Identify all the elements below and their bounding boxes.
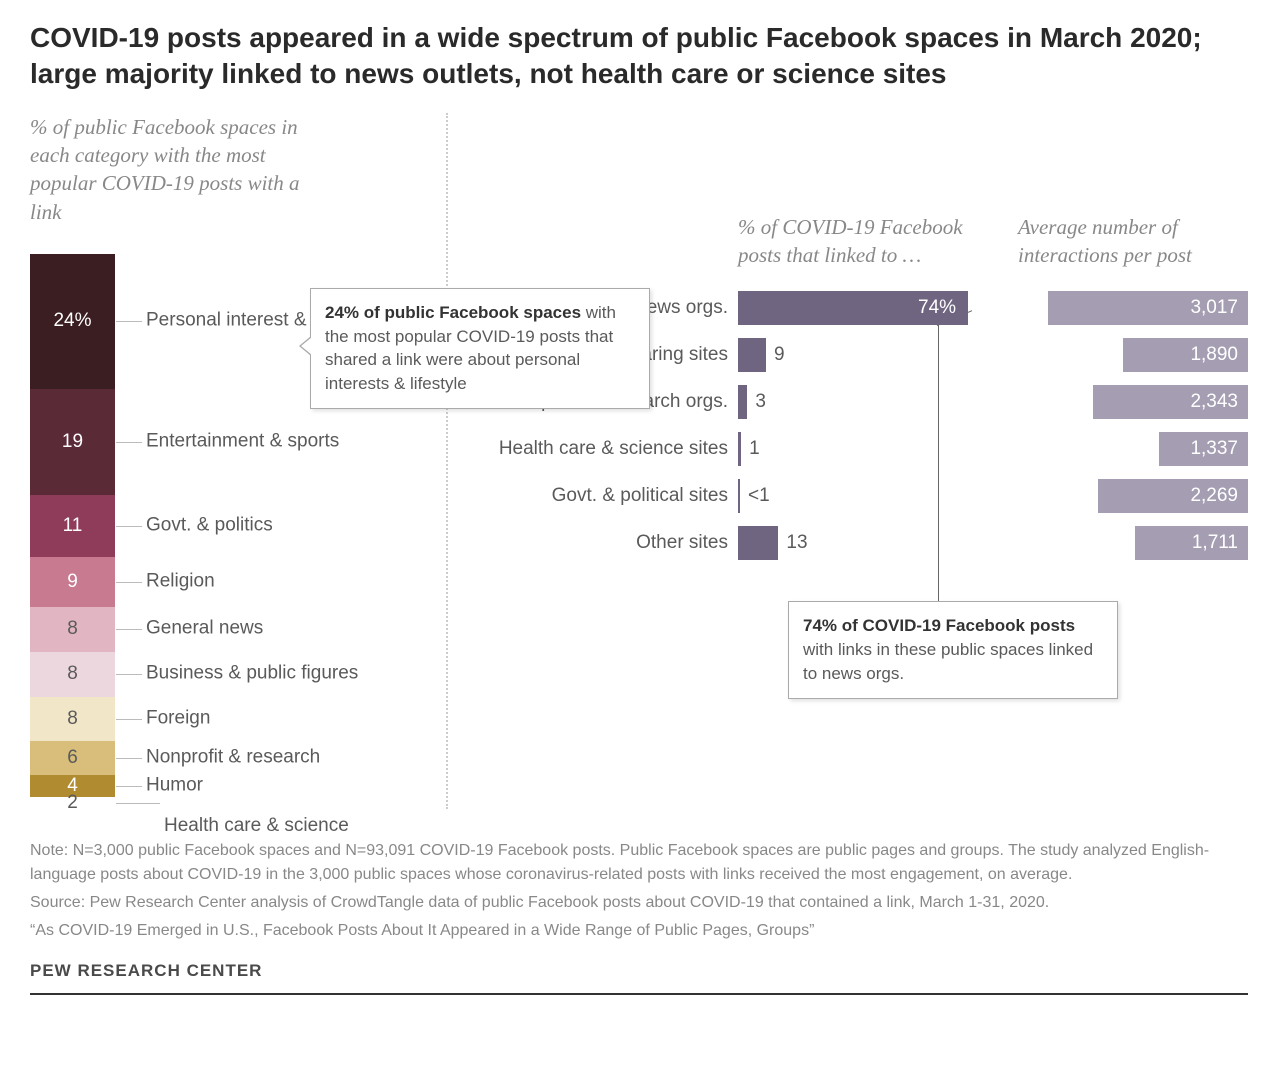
interactions-value: 1,337 [1190, 438, 1238, 460]
interactions-bar-area: 1,337 [1038, 432, 1248, 466]
interactions-value: 2,343 [1190, 391, 1238, 413]
callout2-bold: 74% of COVID-19 Facebook posts [803, 616, 1075, 635]
interactions-bar-area: 1,890 [1038, 338, 1248, 372]
stacked-segment: 2Health care & science [30, 797, 115, 809]
interactions-bar: 1,890 [1123, 338, 1248, 372]
segment-connector [116, 674, 142, 675]
stacked-segment: 6Nonprofit & research [30, 741, 115, 775]
vertical-divider [446, 113, 448, 810]
interactions-value: 3,017 [1190, 297, 1238, 319]
linked-to-bar-area: <1 [738, 479, 998, 513]
segment-label: Business & public figures [146, 663, 406, 686]
segment-connector [116, 719, 142, 720]
interactions-bar: 2,343 [1093, 385, 1248, 419]
bottom-rule [30, 993, 1248, 995]
linked-to-value: <1 [748, 485, 770, 507]
stacked-segment: 9Religion [30, 557, 115, 607]
right-column: % of COVID-19 Facebook posts that linked… [488, 113, 1248, 810]
interactions-value: 2,269 [1190, 485, 1238, 507]
linked-to-bar-area: 9 [738, 338, 998, 372]
stacked-segment: 8General news [30, 607, 115, 652]
segment-label: Foreign [146, 708, 406, 731]
linked-to-value: 3 [755, 391, 766, 413]
segment-connector [116, 321, 142, 322]
stacked-segment: 11Govt. & politics [30, 495, 115, 557]
interactions-value: 1,711 [1192, 532, 1238, 554]
linked-to-bar [738, 385, 747, 419]
callout-personal-interest: 24% of public Facebook spaces with the m… [310, 288, 650, 409]
stacked-segment: 24%Personal interest & lifestyle [30, 254, 115, 388]
stacked-segment: 8Business & public figures [30, 652, 115, 697]
linked-to-value: 9 [774, 344, 785, 366]
bar-row: Govt. & political sites <1 2,269 [488, 479, 1248, 513]
stacked-segment: 8Foreign [30, 697, 115, 742]
linked-to-value: 1 [749, 438, 760, 460]
segment-connector [116, 786, 142, 787]
linked-to-bar-area: 3 [738, 385, 998, 419]
footer-note: Note: N=3,000 public Facebook spaces and… [30, 839, 1248, 887]
segment-label: Govt. & politics [146, 514, 406, 537]
interactions-bar: 2,269 [1098, 479, 1248, 513]
interactions-bar: 3,017 [1048, 291, 1248, 325]
pew-logo: PEW RESEARCH CENTER [30, 961, 1248, 981]
right-label-spacer [488, 213, 738, 270]
row-label: Health care & science sites [488, 438, 738, 460]
segment-connector [116, 442, 142, 443]
stacked-segment: 19Entertainment & sports [30, 389, 115, 495]
segment-connector [116, 803, 160, 804]
callout-news-orgs: 74% of COVID-19 Facebook posts with link… [788, 601, 1118, 698]
segment-connector [116, 758, 142, 759]
callout1-bold: 24% of public Facebook spaces [325, 303, 581, 322]
right-header-interactions: Average number of interactions per post [1018, 213, 1218, 270]
right-headers: % of COVID-19 Facebook posts that linked… [488, 213, 1248, 270]
row-label: Other sites [488, 532, 738, 554]
linked-to-bar-area: 74% [738, 291, 998, 325]
linked-to-bar-area: 1 [738, 432, 998, 466]
interactions-bar: 1,337 [1159, 432, 1248, 466]
left-column: % of public Facebook spaces in each cate… [30, 113, 426, 810]
segment-label: Humor [146, 775, 406, 798]
segment-label: Religion [146, 570, 406, 593]
interactions-bar-area: 2,343 [1038, 385, 1248, 419]
segment-connector [116, 629, 142, 630]
interactions-bar-area: 2,269 [1038, 479, 1248, 513]
segment-connector [116, 526, 142, 527]
segment-label: Nonprofit & research [146, 747, 406, 770]
footer-quote: “As COVID-19 Emerged in U.S., Facebook P… [30, 919, 1248, 943]
callout-pointer [299, 336, 311, 356]
linked-to-value: 13 [786, 532, 807, 554]
right-header-linked-to: % of COVID-19 Facebook posts that linked… [738, 213, 978, 270]
linked-to-bar [738, 338, 766, 372]
linked-to-bar-area: 13 [738, 526, 998, 560]
callout2-rest: with links in these public spaces linked… [803, 640, 1093, 683]
interactions-value: 1,890 [1190, 344, 1238, 366]
linked-to-bar [738, 432, 741, 466]
interactions-bar: 1,711 [1135, 526, 1248, 560]
linked-to-bar [738, 479, 740, 513]
segment-connector [116, 582, 142, 583]
segment-label: General news [146, 618, 406, 641]
interactions-bar-area: 3,017 [1038, 291, 1248, 325]
segment-label: Health care & science [164, 815, 424, 838]
row-label: Govt. & political sites [488, 485, 738, 507]
bar-row: Other sites 13 1,711 [488, 526, 1248, 560]
stacked-bar: 24%Personal interest & lifestyle19Entert… [30, 254, 115, 809]
chart-main-area: % of public Facebook spaces in each cate… [30, 113, 1248, 810]
segment-label: Entertainment & sports [146, 430, 406, 453]
linked-to-bar [738, 526, 778, 560]
interactions-bar-area: 1,711 [1038, 526, 1248, 560]
footer-source: Source: Pew Research Center analysis of … [30, 891, 1248, 915]
chart-title: COVID-19 posts appeared in a wide spectr… [30, 20, 1248, 93]
bar-row: Health care & science sites 1 1,337 [488, 432, 1248, 466]
left-subtitle: % of public Facebook spaces in each cate… [30, 113, 320, 226]
linked-to-value: 74% [918, 297, 956, 319]
